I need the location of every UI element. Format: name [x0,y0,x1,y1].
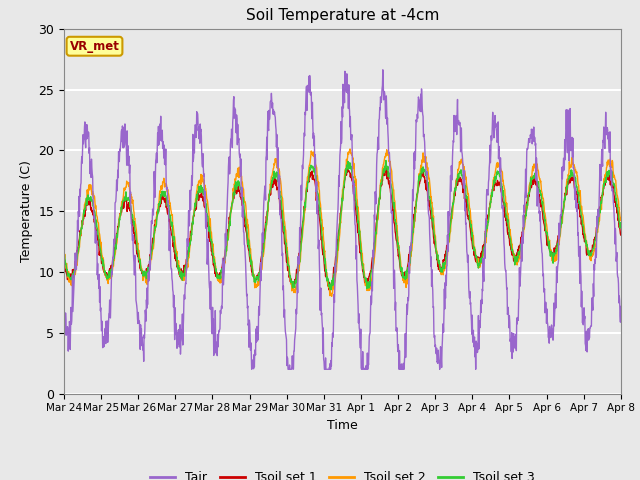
Tair [60,318,68,324]
Tsoil set 3 [617,225,625,230]
Tsoil set 1 [617,232,625,238]
Tair [552,291,559,297]
Tsoil set 3 [184,252,191,258]
X-axis label: Time: Time [327,419,358,432]
Tsoil set 1 [184,248,191,254]
Tsoil set 2 [184,264,191,270]
Line: Tsoil set 1: Tsoil set 1 [64,168,621,290]
Tsoil set 2 [429,213,437,219]
Tair [379,67,387,72]
Tsoil set 3 [60,251,68,256]
Tsoil set 2 [328,293,335,299]
Text: VR_met: VR_met [70,40,120,53]
Tsoil set 2 [617,215,625,220]
Y-axis label: Temperature (C): Temperature (C) [20,160,33,262]
Tsoil set 1 [60,259,68,264]
Tsoil set 3 [382,157,390,163]
Tair [429,304,437,310]
Tsoil set 1 [502,216,510,222]
Line: Tsoil set 3: Tsoil set 3 [64,160,621,289]
Tsoil set 2 [60,251,68,257]
Tsoil set 1 [429,234,437,240]
Tsoil set 3 [328,287,335,292]
Tair [617,304,625,310]
Tsoil set 2 [170,233,178,239]
Tsoil set 1 [325,287,333,293]
Tsoil set 1 [381,165,389,170]
Tsoil set 1 [246,259,254,264]
Tsoil set 3 [246,252,254,258]
Tsoil set 2 [502,203,510,209]
Tair [170,318,178,324]
Tair [502,276,510,282]
Title: Soil Temperature at -4cm: Soil Temperature at -4cm [246,9,439,24]
Tsoil set 1 [170,249,178,255]
Tsoil set 3 [502,215,510,220]
Tsoil set 3 [429,227,437,233]
Tsoil set 2 [346,146,354,152]
Line: Tair: Tair [64,70,621,369]
Tair [246,336,254,341]
Tair [184,243,191,249]
Legend: Tair, Tsoil set 1, Tsoil set 2, Tsoil set 3: Tair, Tsoil set 1, Tsoil set 2, Tsoil se… [145,467,540,480]
Tsoil set 2 [246,249,254,255]
Tsoil set 1 [552,246,559,252]
Line: Tsoil set 2: Tsoil set 2 [64,149,621,296]
Tsoil set 3 [552,250,559,255]
Tair [248,366,255,372]
Tsoil set 3 [170,241,178,247]
Tsoil set 2 [552,258,559,264]
